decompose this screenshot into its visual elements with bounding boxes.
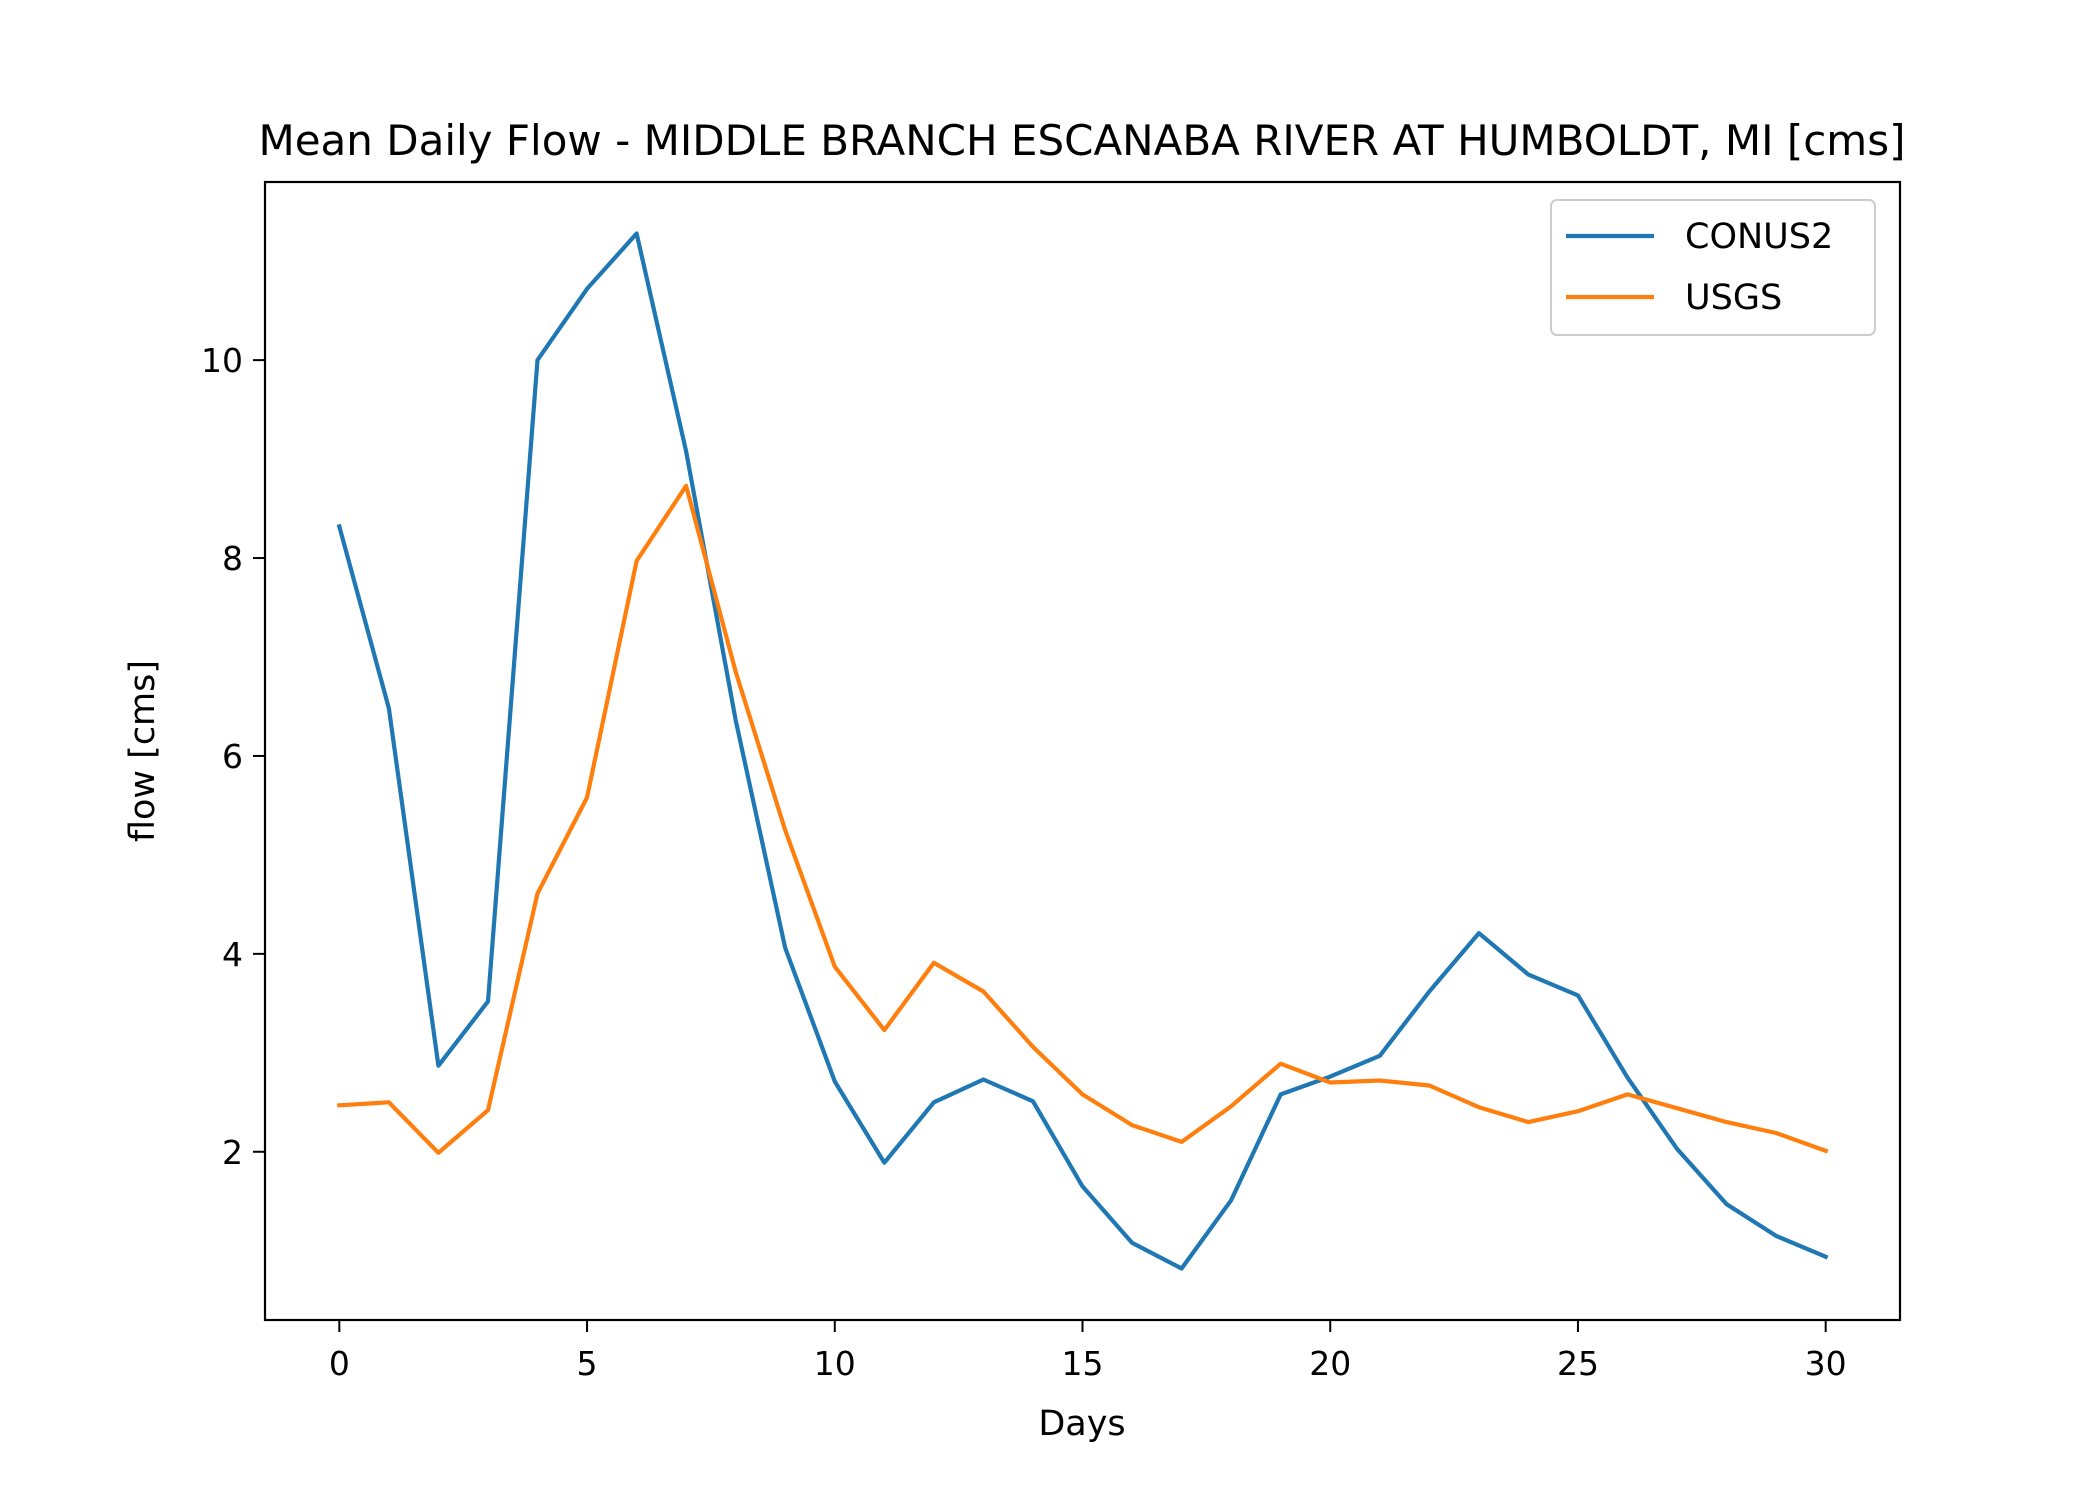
y-tick-label: 4 bbox=[222, 935, 243, 974]
series-line-usgs bbox=[337, 483, 1829, 1155]
y-axis: 2 4 6 8 10 bbox=[201, 341, 265, 1172]
y-tick-label: 6 bbox=[222, 737, 243, 776]
y-tick-label: 8 bbox=[222, 539, 243, 578]
x-tick-label: 30 bbox=[1805, 1344, 1847, 1383]
x-axis-label: Days bbox=[1038, 1404, 1125, 1444]
x-tick-label: 10 bbox=[814, 1344, 856, 1383]
legend-label-usgs: USGS bbox=[1685, 278, 1782, 318]
x-tick-label: 0 bbox=[329, 1344, 350, 1383]
y-tick-label: 2 bbox=[222, 1133, 243, 1172]
legend-label-conus2: CONUS2 bbox=[1685, 217, 1833, 257]
y-tick-label: 10 bbox=[201, 341, 243, 380]
x-tick-label: 25 bbox=[1557, 1344, 1599, 1383]
x-axis: 0 5 10 15 20 25 30 bbox=[329, 1320, 1847, 1383]
series-layer bbox=[336, 231, 1829, 1271]
x-tick-label: 15 bbox=[1062, 1344, 1104, 1383]
series-line-conus2 bbox=[336, 231, 1829, 1271]
legend-box bbox=[1550, 199, 1876, 336]
x-tick-label: 5 bbox=[577, 1344, 598, 1383]
y-axis-label: flow [cms] bbox=[123, 660, 163, 842]
chart-title: Mean Daily Flow - MIDDLE BRANCH ESCANABA… bbox=[258, 116, 1905, 165]
x-tick-label: 20 bbox=[1309, 1344, 1351, 1383]
legend: CONUS2 USGS bbox=[1550, 199, 1876, 336]
